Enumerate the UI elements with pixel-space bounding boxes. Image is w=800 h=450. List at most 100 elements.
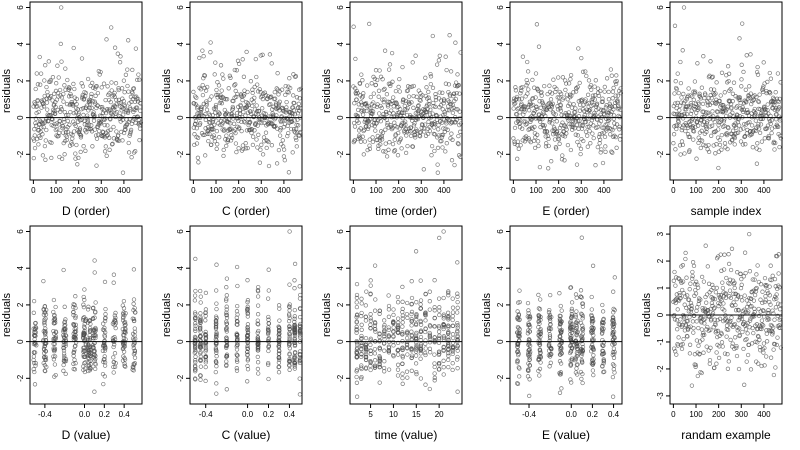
data-point: [559, 329, 564, 334]
data-point: [98, 69, 103, 75]
data-point: [450, 361, 455, 366]
x-tick-label: 0.4: [119, 410, 131, 419]
data-point: [446, 353, 451, 358]
data-point: [397, 89, 402, 94]
x-axis-title: D (order): [62, 204, 110, 218]
data-point: [437, 90, 442, 95]
data-point: [575, 122, 580, 127]
data-point: [591, 372, 596, 378]
data-point: [253, 56, 258, 62]
data-point: [404, 311, 410, 317]
data-point: [377, 364, 383, 370]
data-point: [450, 313, 455, 319]
data-point: [774, 96, 780, 101]
data-point: [766, 328, 772, 333]
data-point: [432, 278, 437, 283]
data-point: [61, 351, 67, 356]
data-point: [32, 145, 38, 151]
data-point: [726, 252, 731, 257]
data-point: [131, 361, 136, 367]
data-point: [81, 106, 86, 111]
data-point: [564, 92, 570, 97]
data-point: [39, 125, 44, 130]
data-point: [255, 303, 261, 308]
data-point: [714, 350, 719, 355]
data-point: [542, 83, 547, 89]
x-tick-label: 20: [435, 410, 444, 419]
data-point: [65, 77, 70, 83]
data-point: [292, 361, 298, 366]
data-point: [192, 310, 198, 315]
data-point: [399, 123, 404, 128]
data-point: [53, 336, 58, 342]
data-point: [32, 127, 37, 132]
data-point: [441, 229, 446, 234]
data-point: [292, 364, 297, 369]
data-point: [405, 375, 410, 380]
data-point: [253, 121, 258, 126]
data-point: [81, 338, 87, 344]
data-point: [215, 142, 220, 147]
data-point: [368, 291, 373, 296]
data-point: [418, 376, 424, 381]
data-point: [691, 137, 696, 142]
data-point: [610, 127, 615, 133]
data-point: [198, 364, 204, 369]
data-point: [245, 327, 250, 332]
x-tick-label: 0: [191, 186, 196, 195]
data-point: [751, 298, 757, 303]
data-point: [595, 86, 601, 91]
y-tick-label: 2: [16, 302, 25, 307]
data-point: [741, 346, 746, 352]
data-point: [711, 91, 716, 96]
data-point: [122, 103, 128, 109]
data-point: [583, 97, 588, 102]
data-point: [708, 59, 713, 64]
data-point: [749, 123, 755, 128]
data-point: [382, 329, 387, 335]
data-point: [579, 338, 584, 344]
data-point: [198, 300, 203, 305]
data-point: [763, 294, 768, 299]
y-tick-label: 4: [336, 41, 345, 46]
data-point: [245, 367, 251, 372]
x-tick-label: 0.2: [99, 410, 111, 419]
data-point: [214, 87, 219, 93]
data-point: [391, 307, 396, 312]
data-point: [606, 97, 612, 102]
data-point: [359, 363, 364, 368]
data-point: [441, 372, 446, 377]
data-point: [35, 98, 40, 103]
data-point: [409, 353, 415, 358]
data-point: [610, 150, 615, 155]
data-point: [694, 308, 699, 313]
data-point: [446, 108, 452, 113]
data-point: [235, 359, 240, 364]
data-point: [354, 394, 360, 399]
data-point: [111, 344, 116, 350]
data-point: [699, 128, 704, 133]
data-point: [445, 116, 450, 121]
data-point: [686, 93, 691, 98]
data-point: [81, 316, 86, 321]
y-tick-label: 0: [176, 339, 185, 344]
data-point: [745, 352, 751, 358]
data-point: [368, 358, 373, 364]
data-point: [101, 359, 106, 365]
data-point: [749, 304, 754, 309]
data-point: [611, 85, 616, 91]
data-point: [761, 60, 766, 65]
data-point: [730, 344, 735, 349]
data-point: [94, 163, 99, 168]
data-point: [224, 133, 229, 138]
data-point: [237, 125, 242, 130]
data-point: [580, 301, 585, 306]
data-point: [600, 125, 605, 130]
data-point: [701, 109, 706, 114]
data-point: [693, 364, 698, 369]
data-point: [122, 329, 128, 334]
data-point: [132, 305, 137, 311]
data-point: [455, 260, 460, 265]
x-axis-title: time (order): [375, 204, 437, 218]
